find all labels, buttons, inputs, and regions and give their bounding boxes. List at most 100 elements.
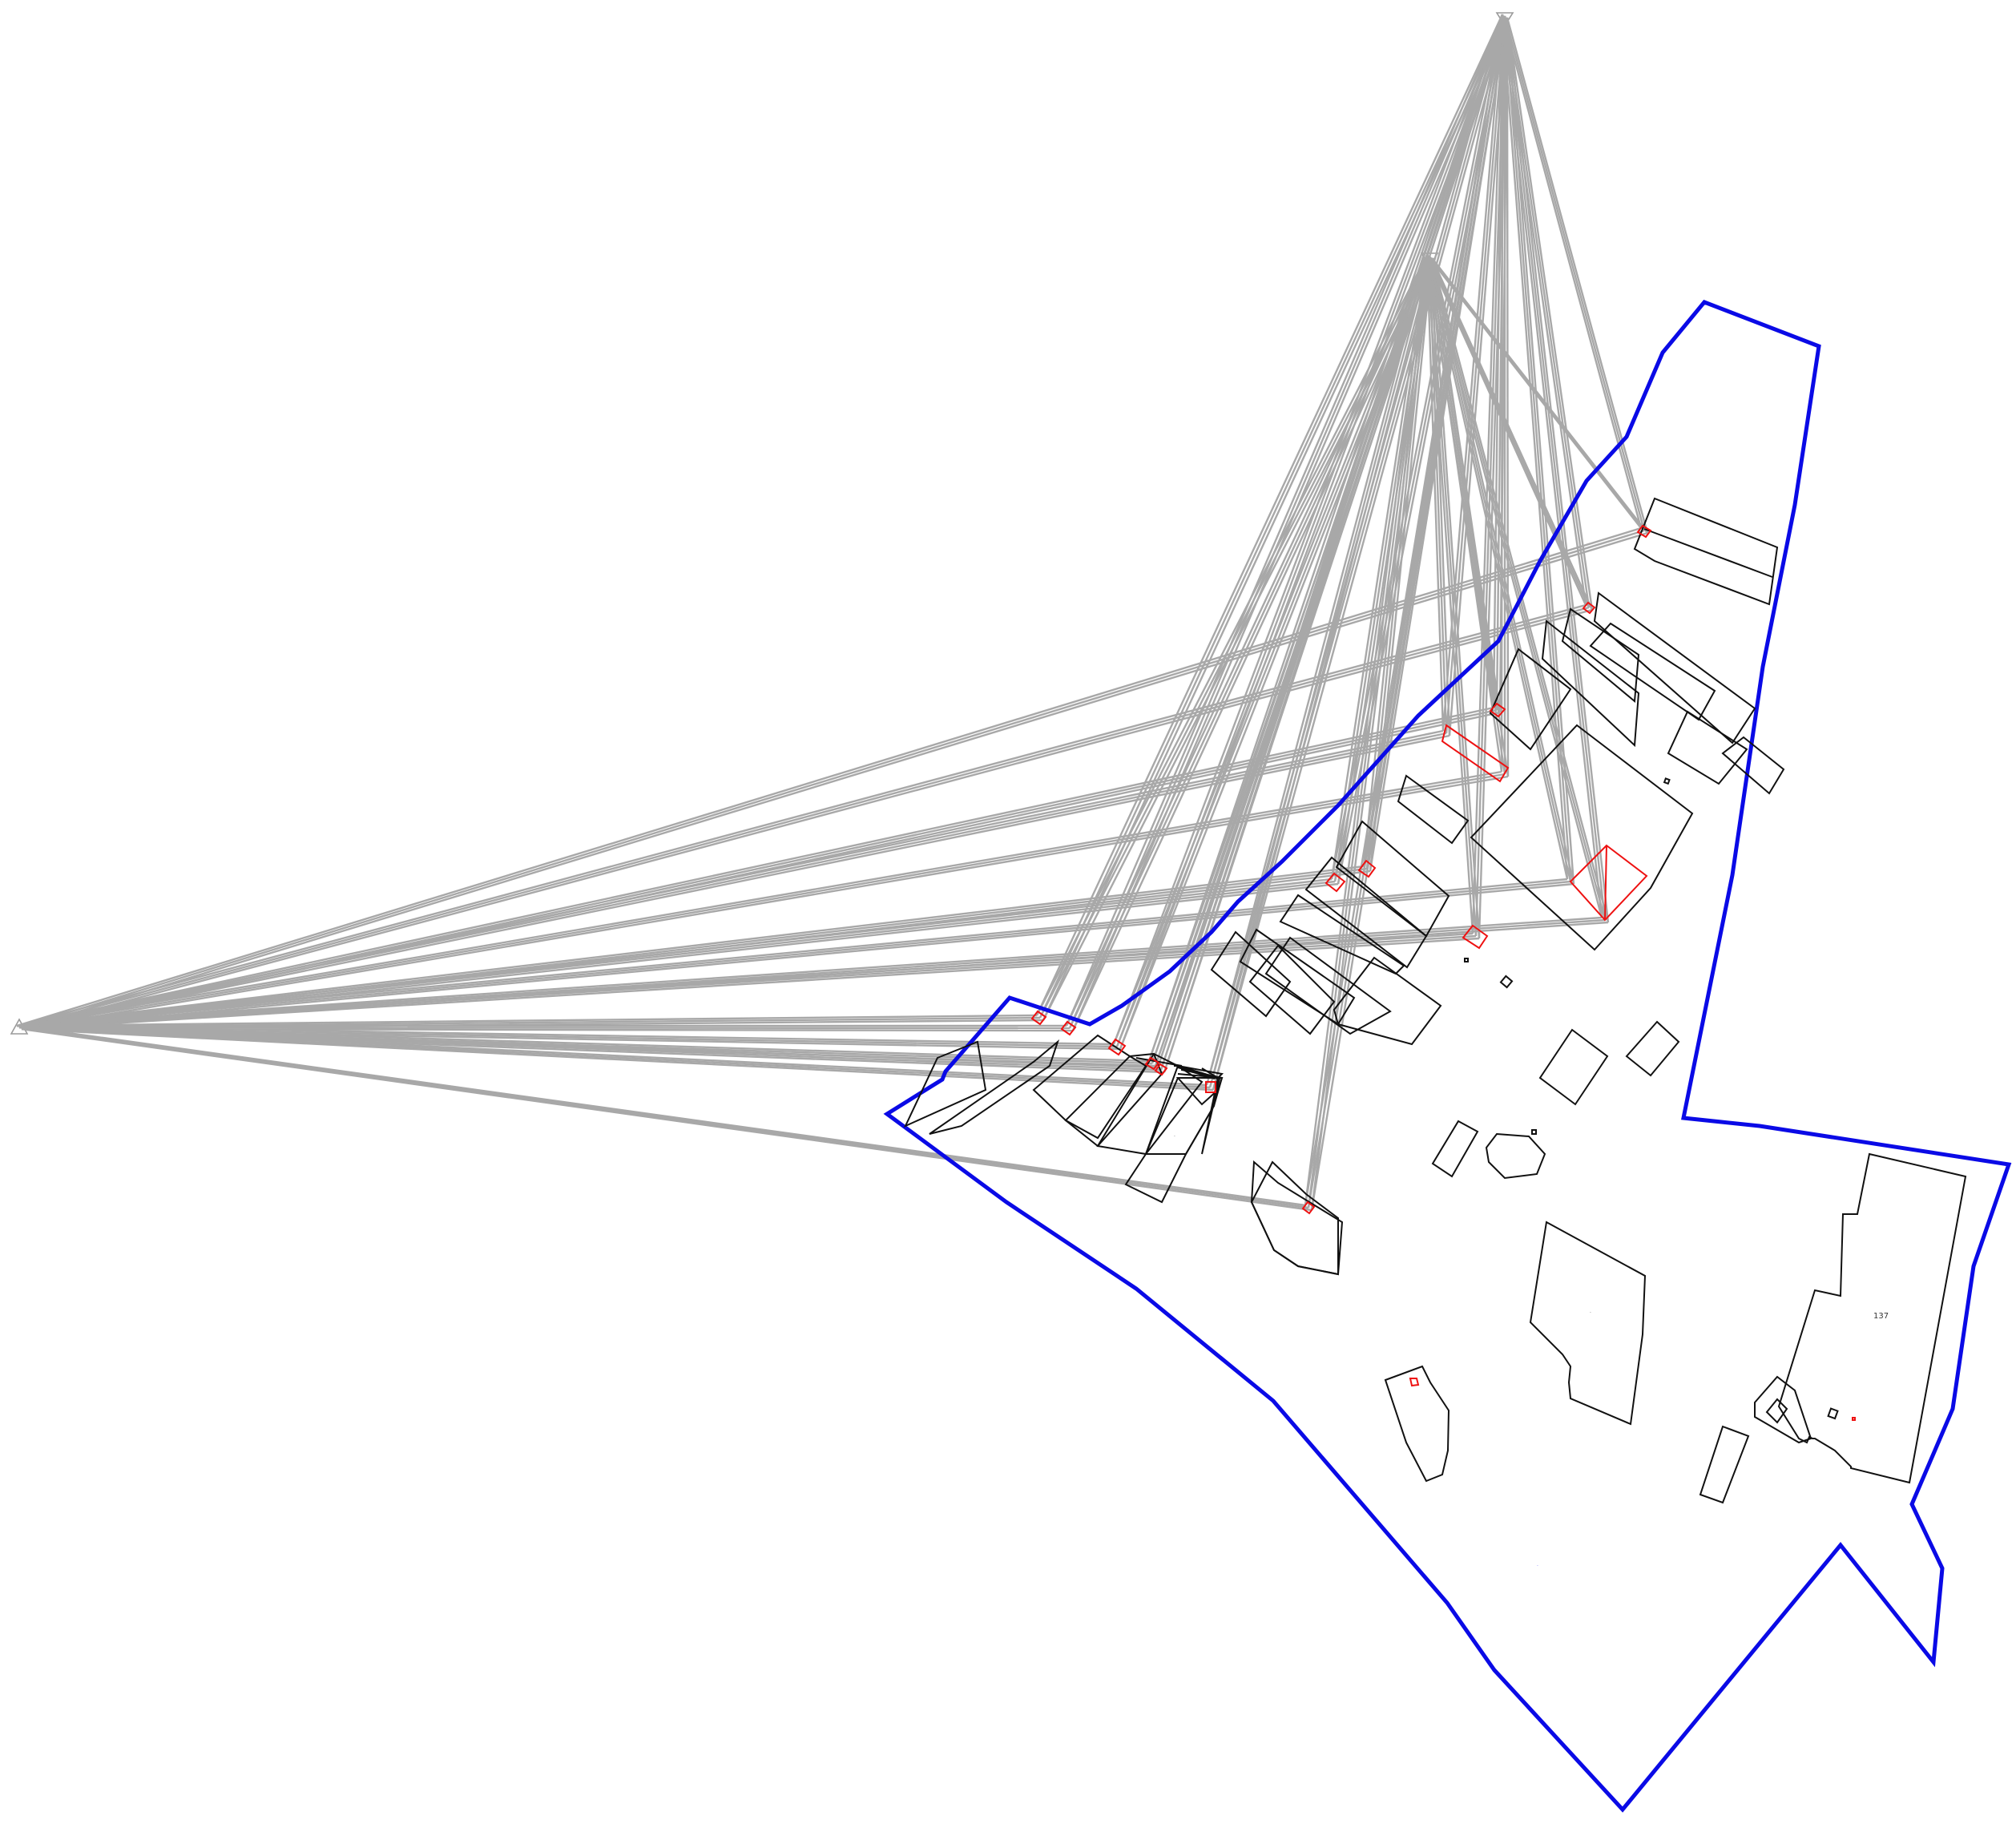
sight-line [21,870,1371,1031]
sight-line [16,916,1603,1027]
building-ne-shed [1721,736,1785,795]
sight-line [18,606,1590,1029]
sight-line [21,937,1480,1031]
building-south-east-1 [1699,1425,1750,1504]
sight-line [1330,254,1429,880]
sight-line [1430,257,1481,939]
building-east-small-2 [1485,1132,1546,1180]
sight-line [1425,254,1587,606]
building-south-central [1529,1221,1647,1426]
object-small-13 [1301,1200,1316,1215]
sight-line [1425,254,1503,773]
sight-line [1430,257,1510,777]
sight-line [16,1024,1115,1046]
object-dot [1852,1417,1856,1421]
sight-line [1212,257,1433,1091]
sight-line [18,880,1571,1029]
sight-line [1503,15,1646,531]
building-ne-3 [1561,607,1640,703]
sight-line [21,882,1574,1031]
building-label-small-2: · [1174,1134,1175,1140]
sight-line [16,729,1444,1027]
sight-line [21,1027,1214,1092]
sight-line [1428,256,1607,921]
building-row-8 [1210,930,1292,1018]
building-east-annex [1754,1375,1812,1444]
sight-line [21,1027,1312,1212]
sight-line [1151,256,1431,1064]
sight-line [18,773,1506,1029]
object-small-3 [1489,702,1506,718]
sight-line [1310,17,1509,1211]
sight-line [16,1024,1208,1087]
sight-line [1038,15,1506,1019]
sight-line [1369,257,1433,872]
sight-lines [16,14,1649,1212]
building-ne-6 [1667,710,1748,785]
building-large-central [1470,724,1694,951]
sight-line [1038,256,1431,1019]
sight-line [1506,17,1594,611]
sight-line [1506,17,1610,923]
sight-line [16,603,1587,1027]
building-ne-4 [1541,619,1640,748]
small-structures [1464,777,1839,1420]
sight-line [21,608,1593,1031]
sight-line [1068,15,1506,1029]
sight-line [1159,256,1431,1071]
building-east-annex-inner [1765,1398,1788,1424]
small-structure-5 [1827,1407,1839,1420]
sight-line [1430,257,1451,736]
sight-line [18,867,1368,1029]
sight-line [1506,17,1649,534]
building-label-big: 137 [1873,1312,1889,1321]
sight-line [18,1026,1070,1030]
sight-line [1506,17,1510,777]
sight-line [1503,15,1607,921]
sight-line [1425,254,1474,934]
sight-line [16,1024,1159,1069]
sight-line [1115,256,1431,1047]
building-sw-1 [903,1040,987,1128]
sight-line [1431,257,1648,534]
sight-line [1112,254,1429,1045]
sight-line [1428,256,1448,734]
sight-line [21,921,1609,1031]
sight-line [1501,14,1643,529]
sight-line [1154,257,1433,1067]
object-small-5 [1325,872,1346,893]
object-large-east [1569,844,1648,922]
surveyed-objects [1030,524,1856,1421]
sight-line [21,775,1509,1031]
sight-line [1425,254,1445,732]
building-south-1 [1177,1065,1224,1079]
building-row-7 [1333,956,1442,1046]
sight-line [21,734,1450,1031]
building-sw-3 [1032,1034,1147,1140]
object-small-8 [1060,1020,1077,1036]
object-small-7 [1030,1010,1047,1026]
building-row-1 [1397,774,1470,845]
building-south-west [1384,1365,1450,1483]
small-structure-1 [1663,777,1671,785]
building-row-3 [1304,856,1428,969]
object-small-2 [1582,601,1596,615]
building-sw-2 [929,1039,1060,1135]
building-east-large [1777,1152,1967,1484]
sight-line [16,865,1365,1027]
building-ne-5 [1489,648,1572,751]
object-small-14 [1409,1378,1420,1387]
parcel-boundary [883,300,2012,1813]
sight-line [1428,256,1591,608]
sight-line [16,770,1502,1027]
sight-line [16,527,1642,1027]
sight-line [1304,254,1429,1206]
small-structure-3 [1499,975,1514,989]
sight-line [1147,254,1429,1062]
sight-line [1425,254,1569,880]
building-east-small-1 [1431,1120,1479,1178]
sight-line [16,1024,1306,1207]
sight-line [16,878,1568,1027]
sight-line [18,1026,1309,1209]
object-small-12 [1205,1081,1216,1093]
